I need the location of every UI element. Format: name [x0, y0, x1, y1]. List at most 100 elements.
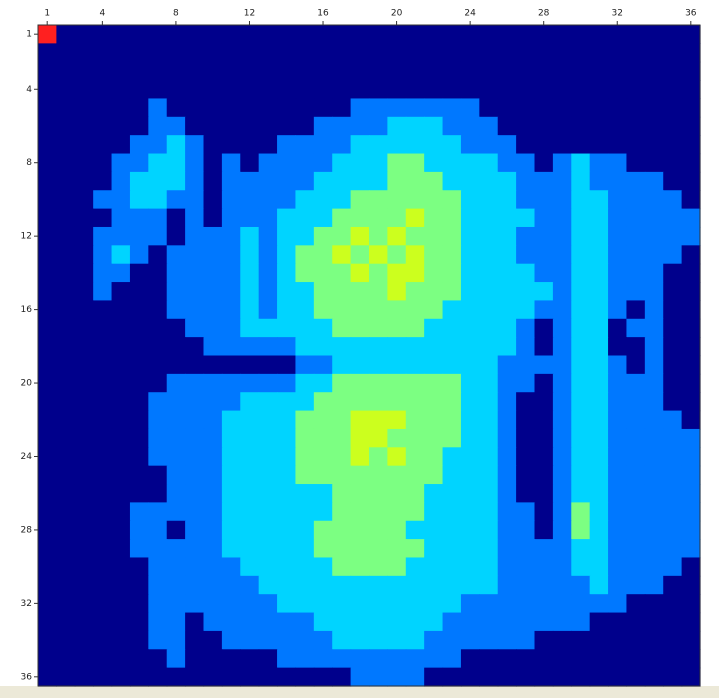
- heat-cell: [534, 263, 554, 283]
- heat-cell: [608, 484, 628, 503]
- heat-cell: [608, 80, 628, 100]
- heat-cell: [387, 171, 407, 191]
- heat-cell: [589, 630, 609, 650]
- heat-cell: [93, 539, 113, 559]
- heat-cell: [185, 355, 205, 375]
- heat-cell: [258, 98, 278, 118]
- heat-cell: [129, 282, 149, 302]
- heat-cell: [56, 43, 76, 63]
- heat-cell: [534, 245, 554, 265]
- heat-cell: [497, 337, 517, 357]
- heat-cell: [258, 263, 278, 283]
- heat-cell: [203, 649, 223, 669]
- heat-cell: [663, 484, 683, 503]
- heat-cell: [534, 337, 554, 357]
- heat-cell: [497, 25, 517, 44]
- heat-cell: [497, 594, 517, 614]
- heat-cell: [644, 25, 664, 44]
- heat-cell: [663, 428, 683, 448]
- heat-cell: [295, 447, 315, 467]
- heat-cell: [663, 190, 683, 210]
- heat-cell: [571, 447, 591, 467]
- heat-cell: [626, 539, 646, 559]
- heat-cell: [387, 208, 407, 228]
- heat-cell: [424, 282, 444, 302]
- heat-cell: [74, 575, 94, 595]
- heat-cell: [571, 557, 591, 577]
- heat-cell: [93, 190, 113, 210]
- heat-cell: [644, 355, 664, 375]
- heat-cell: [460, 318, 480, 338]
- heat-cell: [681, 575, 701, 595]
- heat-cell: [332, 226, 352, 246]
- heat-cell: [552, 447, 572, 467]
- heat-cell: [479, 373, 499, 393]
- heat-cell: [479, 245, 499, 265]
- heat-cell: [479, 263, 499, 283]
- heat-cell: [185, 502, 205, 522]
- heat-cell: [221, 116, 241, 136]
- heat-cell: [424, 226, 444, 246]
- heat-cell: [681, 208, 701, 228]
- heat-cell: [516, 410, 536, 430]
- heat-cell: [626, 649, 646, 669]
- heat-cell: [258, 318, 278, 338]
- heat-cell: [74, 135, 94, 155]
- heat-cell: [38, 649, 57, 669]
- heat-cell: [258, 25, 278, 44]
- heat-cell: [295, 61, 315, 81]
- heat-cell: [460, 465, 480, 485]
- heat-cell: [56, 502, 76, 522]
- heat-cell: [663, 557, 683, 577]
- heat-cell: [369, 630, 388, 650]
- heat-cell: [166, 135, 186, 155]
- heat-cell: [608, 410, 628, 430]
- heat-cell: [663, 300, 683, 320]
- heat-cell: [589, 502, 609, 522]
- heat-cell: [626, 410, 646, 430]
- heat-cell: [442, 263, 462, 283]
- heat-cell: [313, 539, 333, 559]
- heat-cell: [497, 630, 517, 650]
- heat-cell: [295, 557, 315, 577]
- heat-cell: [387, 263, 407, 283]
- heat-cell: [332, 337, 352, 357]
- heat-cell: [589, 263, 609, 283]
- heat-cell: [240, 575, 260, 595]
- heat-cell: [38, 594, 57, 614]
- heat-cell: [608, 153, 628, 173]
- heat-cell: [277, 208, 297, 228]
- heat-cell: [405, 392, 425, 412]
- heat-cell: [681, 630, 701, 650]
- heat-cell: [221, 465, 241, 485]
- heat-cell: [681, 171, 701, 191]
- heat-cell: [442, 649, 462, 669]
- heat-cell: [424, 116, 444, 136]
- heat-cell: [93, 25, 113, 44]
- heat-cell: [74, 667, 94, 687]
- heat-cell: [313, 649, 333, 669]
- heat-cell: [681, 594, 701, 614]
- heat-cell: [221, 245, 241, 265]
- heat-cell: [460, 171, 480, 191]
- heat-cell: [460, 557, 480, 577]
- heat-cell: [166, 484, 186, 503]
- heat-cell: [203, 135, 223, 155]
- heat-cell: [148, 539, 168, 559]
- heat-cell: [240, 373, 260, 393]
- heat-cell: [93, 245, 113, 265]
- heat-cell: [295, 318, 315, 338]
- heat-cell: [129, 502, 149, 522]
- heat-cell: [332, 410, 352, 430]
- heat-cell: [571, 594, 591, 614]
- heat-cell: [93, 667, 113, 687]
- heat-cell: [185, 226, 205, 246]
- heat-cell: [442, 447, 462, 467]
- heat-cell: [295, 153, 315, 173]
- heat-cell: [240, 355, 260, 375]
- heat-cell: [240, 61, 260, 81]
- heat-cell: [387, 373, 407, 393]
- heat-cell: [442, 61, 462, 81]
- heat-cell: [405, 373, 425, 393]
- heat-cell: [148, 355, 168, 375]
